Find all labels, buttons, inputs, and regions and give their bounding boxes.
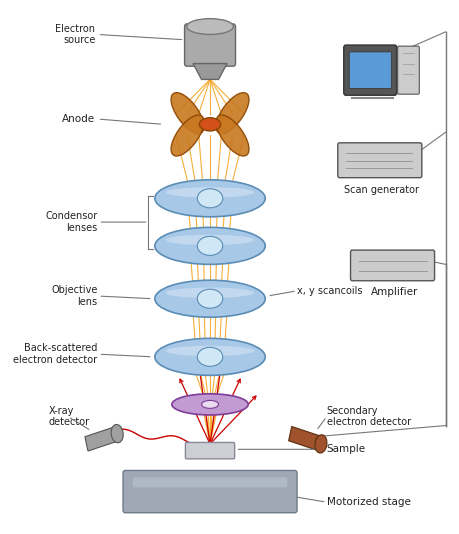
Ellipse shape <box>166 187 254 198</box>
Text: Amplifier: Amplifier <box>371 287 418 296</box>
Ellipse shape <box>155 280 265 317</box>
Ellipse shape <box>202 400 218 409</box>
Ellipse shape <box>166 345 254 356</box>
Ellipse shape <box>166 288 254 298</box>
Ellipse shape <box>197 189 223 208</box>
Ellipse shape <box>111 425 123 443</box>
Ellipse shape <box>199 117 221 131</box>
Polygon shape <box>193 64 227 80</box>
Ellipse shape <box>171 115 204 156</box>
Ellipse shape <box>155 180 265 217</box>
Text: Anode: Anode <box>62 114 95 124</box>
Ellipse shape <box>172 394 248 415</box>
Text: Secondary
electron detector: Secondary electron detector <box>327 406 411 427</box>
Ellipse shape <box>197 289 223 308</box>
Ellipse shape <box>216 115 249 156</box>
FancyBboxPatch shape <box>123 470 297 513</box>
Text: Condensor
lenses: Condensor lenses <box>45 211 98 233</box>
Ellipse shape <box>155 227 265 264</box>
Text: Scan generator: Scan generator <box>344 185 420 195</box>
Polygon shape <box>289 427 323 451</box>
Ellipse shape <box>166 235 254 245</box>
Text: X-ray
detector: X-ray detector <box>49 406 90 427</box>
Ellipse shape <box>197 237 223 255</box>
FancyBboxPatch shape <box>344 45 397 95</box>
Ellipse shape <box>216 92 249 134</box>
Text: Back-scattered
electron detector: Back-scattered electron detector <box>13 343 98 365</box>
Ellipse shape <box>155 339 265 375</box>
FancyBboxPatch shape <box>397 46 419 94</box>
FancyBboxPatch shape <box>349 52 391 89</box>
Text: Objective
lens: Objective lens <box>51 285 98 307</box>
Polygon shape <box>85 427 119 451</box>
FancyBboxPatch shape <box>351 250 435 281</box>
Ellipse shape <box>187 19 233 35</box>
Ellipse shape <box>171 92 204 134</box>
Ellipse shape <box>197 347 223 366</box>
FancyBboxPatch shape <box>185 24 235 66</box>
FancyBboxPatch shape <box>133 477 287 488</box>
Text: Electron
source: Electron source <box>56 23 95 45</box>
Text: x, y scancoils: x, y scancoils <box>297 286 363 296</box>
Text: Sample: Sample <box>327 444 366 454</box>
Ellipse shape <box>315 435 327 453</box>
FancyBboxPatch shape <box>185 443 235 459</box>
Text: Motorized stage: Motorized stage <box>327 497 411 507</box>
FancyBboxPatch shape <box>338 143 422 178</box>
